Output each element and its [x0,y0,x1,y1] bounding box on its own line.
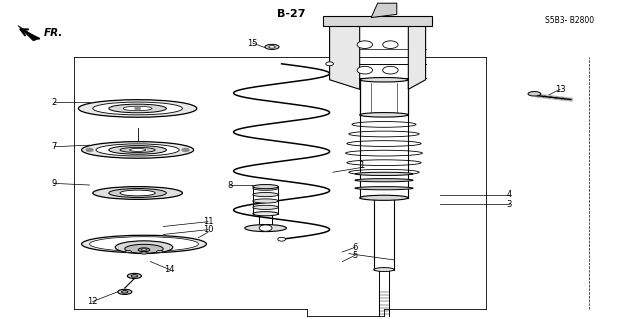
Ellipse shape [115,241,173,254]
Ellipse shape [123,106,152,111]
Ellipse shape [141,249,147,251]
Polygon shape [371,3,397,18]
Ellipse shape [528,92,541,96]
Text: 8: 8 [228,181,233,189]
Ellipse shape [120,147,155,152]
Ellipse shape [93,102,182,115]
Polygon shape [408,26,426,89]
Text: 10: 10 [203,225,213,234]
Text: 13: 13 [555,85,565,94]
Circle shape [383,66,398,74]
Ellipse shape [141,252,147,254]
Circle shape [259,225,272,231]
Polygon shape [323,16,432,26]
Text: 7: 7 [52,142,57,151]
Ellipse shape [360,113,408,117]
Ellipse shape [360,195,408,200]
Text: B-27: B-27 [277,9,305,19]
Ellipse shape [125,244,163,253]
Text: 14: 14 [164,265,175,274]
Circle shape [357,41,372,48]
Circle shape [278,237,285,241]
Ellipse shape [131,275,138,277]
Circle shape [326,62,333,66]
Ellipse shape [253,199,278,203]
Text: 11: 11 [203,217,213,226]
Ellipse shape [253,193,278,197]
Circle shape [182,148,189,152]
Ellipse shape [265,44,279,49]
Text: 12: 12 [88,297,98,306]
Ellipse shape [125,250,132,253]
Circle shape [86,148,93,152]
Text: 9: 9 [52,179,57,188]
Ellipse shape [244,225,287,232]
Ellipse shape [120,190,155,196]
Ellipse shape [129,149,146,151]
Ellipse shape [253,212,278,216]
Text: 3: 3 [506,200,511,209]
Text: 4: 4 [506,190,511,199]
Ellipse shape [253,186,278,190]
Ellipse shape [156,250,163,253]
Text: 2: 2 [52,98,57,107]
Text: 1: 1 [359,161,364,170]
Ellipse shape [82,235,206,253]
Ellipse shape [93,187,182,199]
Polygon shape [18,26,38,41]
Ellipse shape [109,145,166,154]
Ellipse shape [253,184,278,189]
Ellipse shape [109,104,166,113]
Ellipse shape [90,237,198,251]
Text: 6: 6 [353,243,358,252]
Circle shape [383,41,398,48]
Ellipse shape [360,78,408,82]
Ellipse shape [78,100,197,117]
Polygon shape [330,26,360,89]
Ellipse shape [374,268,394,271]
Circle shape [134,107,141,110]
Text: FR.: FR. [44,28,63,39]
Ellipse shape [138,248,150,252]
Ellipse shape [127,273,141,278]
Ellipse shape [355,172,413,175]
Ellipse shape [355,179,413,182]
Ellipse shape [355,187,413,190]
Ellipse shape [109,189,166,197]
Ellipse shape [269,46,275,48]
Text: 15: 15 [248,39,258,48]
Ellipse shape [96,144,179,156]
Ellipse shape [122,291,128,293]
Ellipse shape [118,289,132,294]
Text: 5: 5 [353,251,358,260]
Ellipse shape [253,205,278,210]
Ellipse shape [82,142,193,158]
Text: S5B3- B2800: S5B3- B2800 [545,16,594,25]
Circle shape [357,66,372,74]
